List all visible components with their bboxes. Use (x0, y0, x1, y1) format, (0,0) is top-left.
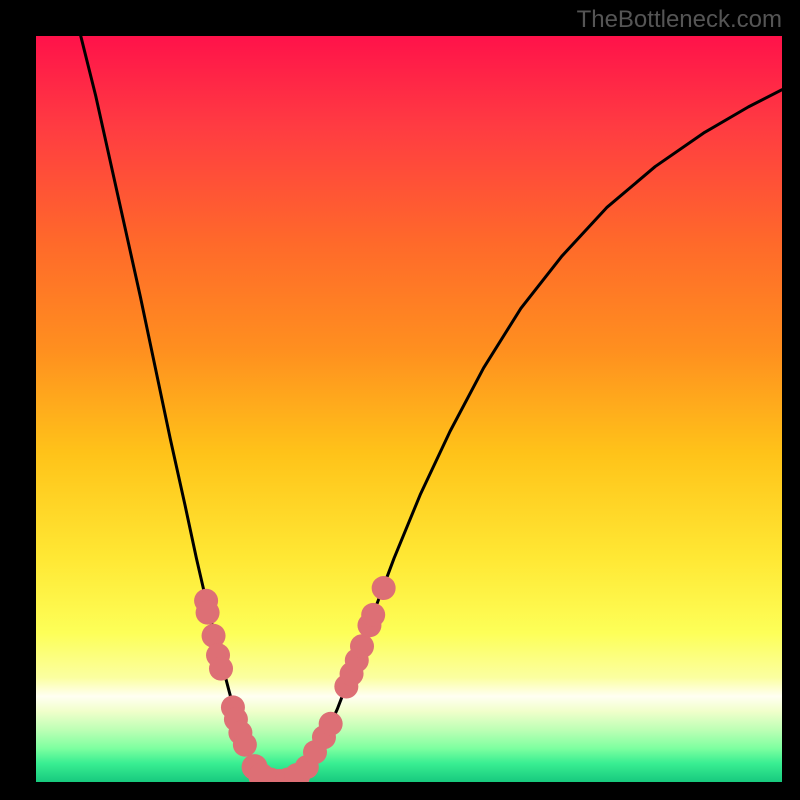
chart-svg (36, 36, 782, 782)
bead-marker (319, 712, 343, 736)
bead-marker (372, 576, 396, 600)
bead-marker (350, 634, 374, 658)
bead-marker (233, 733, 257, 757)
bead-marker (361, 603, 385, 627)
chart-background (36, 36, 782, 782)
bead-marker (196, 601, 220, 625)
watermark-text: TheBottleneck.com (577, 6, 782, 34)
bead-marker (209, 657, 233, 681)
chart-plot-area (36, 36, 782, 782)
